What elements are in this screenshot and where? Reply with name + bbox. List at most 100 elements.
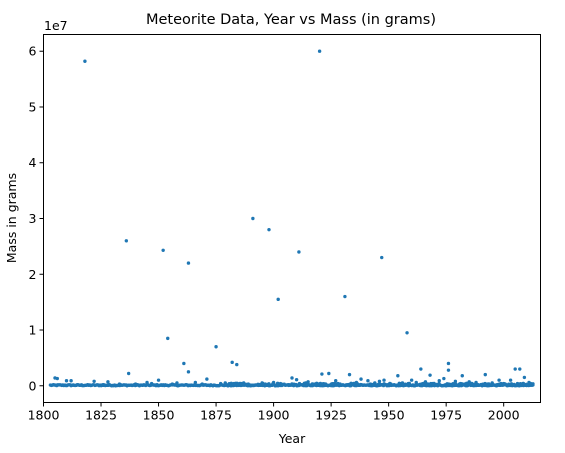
- data-point: [500, 383, 505, 387]
- data-point: [320, 372, 324, 376]
- data-point: [407, 383, 411, 388]
- data-point: [83, 59, 87, 63]
- data-point: [507, 382, 511, 386]
- data-point: [453, 379, 458, 384]
- data-point: [522, 375, 527, 380]
- data-point: [370, 382, 375, 387]
- data-point: [267, 383, 271, 388]
- data-point: [92, 379, 96, 384]
- data-point: [513, 367, 517, 371]
- data-point: [475, 383, 480, 388]
- data-point: [443, 384, 448, 388]
- data-point: [442, 376, 446, 381]
- data-point: [446, 361, 451, 366]
- data-point: [106, 380, 110, 384]
- y-tick-label: 2: [29, 267, 37, 282]
- data-point: [359, 377, 363, 381]
- data-point: [434, 382, 439, 387]
- data-point: [347, 372, 352, 377]
- data-point: [425, 383, 429, 387]
- data-point: [519, 382, 523, 386]
- data-point: [381, 383, 386, 388]
- data-point: [428, 373, 432, 377]
- data-point: [388, 383, 392, 387]
- data-point: [186, 261, 191, 265]
- data-point: [251, 383, 256, 388]
- data-point: [348, 384, 352, 388]
- data-point: [311, 382, 315, 386]
- data-point: [495, 383, 499, 387]
- x-tick-label: 1850: [143, 408, 175, 423]
- x-tick-label: 1975: [430, 408, 462, 423]
- scatter-points: [48, 49, 535, 388]
- data-point: [166, 336, 170, 341]
- data-point: [257, 382, 262, 387]
- data-point: [260, 383, 265, 388]
- x-tick-label: 2000: [488, 408, 520, 423]
- data-point: [338, 382, 342, 386]
- data-point: [327, 371, 331, 376]
- data-point: [508, 378, 513, 382]
- x-axis-label: Year: [278, 431, 306, 446]
- data-point: [235, 362, 239, 367]
- data-point: [374, 383, 379, 387]
- data-point: [385, 383, 389, 388]
- data-point: [186, 370, 191, 374]
- data-point: [64, 379, 69, 383]
- data-point: [465, 382, 469, 386]
- data-point: [413, 383, 417, 387]
- data-point: [486, 384, 490, 388]
- data-point: [457, 382, 462, 386]
- x-tick-label: 1925: [315, 408, 347, 423]
- y-axis-label: Mass in grams: [4, 173, 19, 263]
- data-point: [267, 227, 271, 232]
- x-tick-label: 1900: [258, 408, 290, 423]
- data-point: [329, 382, 334, 386]
- data-point: [248, 383, 253, 387]
- data-point: [512, 382, 516, 387]
- data-point: [229, 384, 233, 388]
- data-point: [214, 345, 218, 349]
- data-point: [409, 378, 414, 382]
- data-point: [290, 376, 294, 380]
- data-point: [447, 382, 451, 386]
- data-point: [437, 379, 441, 383]
- data-point: [503, 382, 507, 386]
- data-point: [287, 383, 292, 388]
- data-point: [397, 381, 401, 386]
- data-point: [302, 381, 307, 385]
- y-tick-label: 1: [29, 323, 37, 338]
- data-point: [454, 382, 458, 386]
- data-point: [161, 248, 165, 252]
- data-point: [156, 378, 161, 382]
- data-point: [518, 367, 522, 371]
- data-point: [446, 368, 451, 372]
- data-point: [483, 372, 487, 377]
- data-point: [226, 384, 230, 388]
- y-tick-label: 4: [29, 155, 37, 170]
- data-point: [205, 377, 209, 381]
- data-point: [343, 294, 347, 299]
- data-point: [245, 383, 250, 388]
- data-point: [460, 374, 464, 378]
- y-tick-label: 3: [29, 211, 37, 226]
- data-point: [479, 382, 483, 387]
- x-tick-label: 1875: [200, 408, 232, 423]
- data-point: [317, 49, 322, 53]
- data-point: [366, 379, 370, 383]
- data-point: [55, 376, 60, 381]
- data-point: [352, 381, 356, 386]
- data-point: [509, 382, 514, 386]
- data-point: [483, 382, 487, 386]
- x-axis-ticks: 1800 1825 1850 1875 1900 1925 1950 1975 2000: [28, 402, 520, 423]
- data-point: [382, 378, 386, 382]
- data-point: [380, 255, 384, 260]
- data-point: [318, 381, 323, 386]
- data-point: [355, 381, 359, 386]
- data-point: [276, 383, 280, 388]
- data-point: [271, 382, 275, 386]
- data-point: [69, 379, 73, 383]
- data-point: [280, 383, 284, 388]
- data-point: [297, 250, 301, 254]
- data-point: [294, 377, 299, 382]
